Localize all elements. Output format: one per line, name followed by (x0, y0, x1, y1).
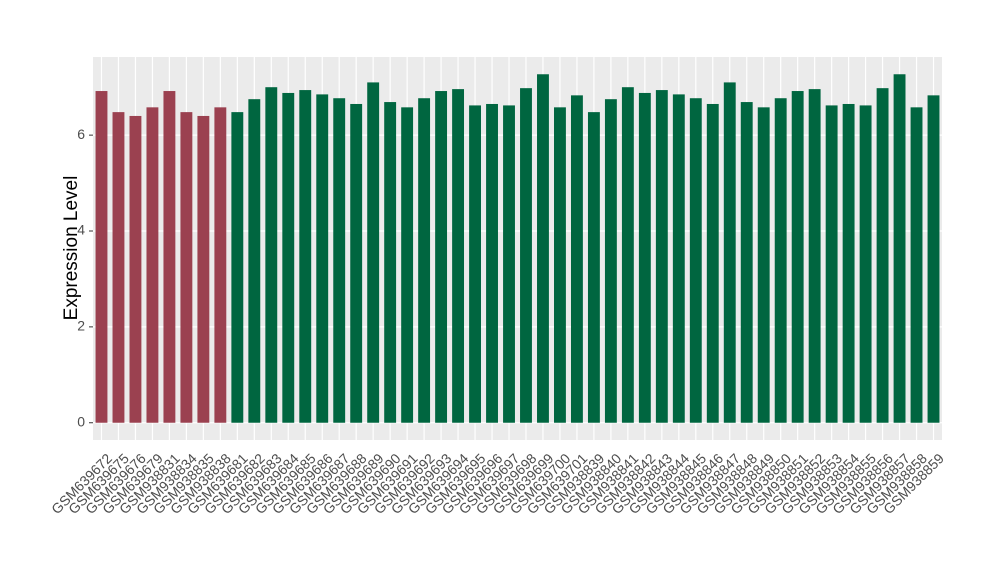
bar (842, 103, 855, 423)
bar (808, 89, 821, 423)
bar (435, 91, 448, 423)
bar (604, 99, 617, 423)
bar (520, 88, 532, 423)
bar (859, 105, 872, 423)
bar (554, 107, 566, 423)
y-axis-label: Expression Level (61, 176, 82, 321)
bar (248, 99, 261, 423)
bar (350, 103, 363, 423)
bar (791, 91, 804, 423)
bar (401, 107, 414, 423)
bar (316, 94, 329, 423)
bar (638, 92, 651, 423)
bar (112, 112, 125, 423)
bar (876, 88, 889, 423)
y-tick-label: 0 (77, 413, 85, 429)
bar (927, 95, 940, 423)
y-tick-label: 2 (77, 318, 85, 334)
bar (95, 91, 108, 423)
bar (706, 103, 719, 423)
bar (774, 98, 787, 423)
bar (367, 82, 380, 423)
bar (469, 105, 481, 423)
bar (452, 89, 465, 423)
bar (214, 107, 227, 423)
bar (486, 103, 498, 423)
bar (418, 98, 431, 423)
bar (587, 112, 600, 423)
bar (129, 115, 142, 423)
y-tick-label: 6 (77, 126, 85, 142)
bar (910, 107, 923, 423)
bar (299, 90, 312, 423)
bar (197, 115, 210, 423)
bar (384, 102, 397, 423)
bar (893, 74, 906, 423)
bar (825, 105, 838, 423)
bar (672, 94, 685, 423)
bar (503, 105, 515, 423)
bar (231, 112, 244, 423)
bar (180, 112, 193, 423)
bar (282, 92, 295, 423)
bar (265, 87, 278, 423)
bar (757, 107, 770, 423)
bar (333, 98, 346, 423)
bar (570, 95, 583, 423)
bar (163, 91, 176, 423)
bar (537, 74, 549, 423)
bar (655, 90, 668, 423)
bar (146, 107, 159, 423)
bar (689, 98, 702, 423)
bar (740, 102, 753, 423)
bar (621, 87, 634, 423)
bar (723, 82, 736, 423)
y-tick-label: 4 (77, 222, 85, 238)
